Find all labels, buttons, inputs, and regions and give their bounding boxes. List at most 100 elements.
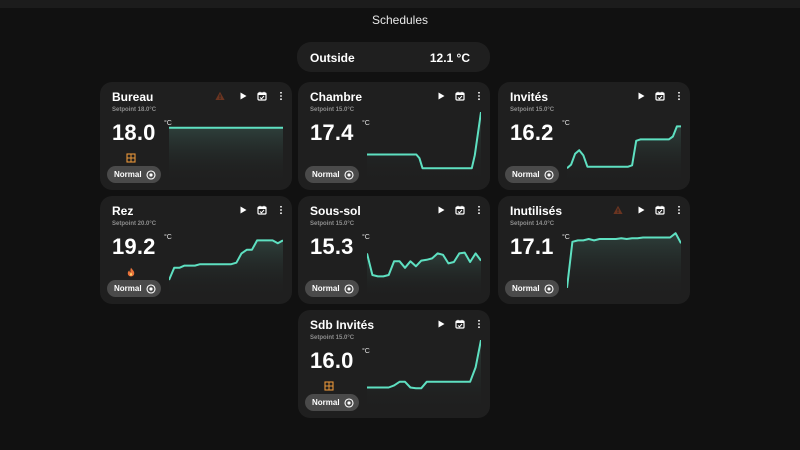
mode-button[interactable]: Normal bbox=[305, 280, 359, 297]
mode-button[interactable]: Normal bbox=[305, 394, 359, 411]
calendar-icon[interactable] bbox=[655, 88, 665, 101]
outside-label: Outside bbox=[310, 51, 355, 65]
setpoint-label: Setpoint 14.0°C bbox=[510, 221, 555, 227]
temperature-trend-chart bbox=[169, 126, 283, 184]
room-card-chambre[interactable]: Chambre Setpoint 15.0°C 17.4 °C Normal bbox=[298, 82, 490, 190]
current-temperature: 17.4 bbox=[310, 120, 354, 145]
more-options-icon[interactable] bbox=[474, 316, 484, 329]
calendar-icon[interactable] bbox=[257, 88, 267, 101]
page-title: Schedules bbox=[371, 13, 429, 27]
target-icon bbox=[344, 170, 354, 180]
flame-icon bbox=[126, 264, 136, 277]
setpoint-label: Setpoint 15.0°C bbox=[310, 335, 355, 341]
room-name: Chambre bbox=[310, 90, 363, 104]
room-card-bureau[interactable]: Bureau Setpoint 18.0°C 18.0 °C Normal bbox=[100, 82, 292, 190]
more-options-icon[interactable] bbox=[276, 202, 286, 215]
mode-label: Normal bbox=[312, 284, 340, 293]
play-icon[interactable] bbox=[238, 88, 248, 100]
mode-label: Normal bbox=[312, 398, 340, 407]
temperature-unit: °C bbox=[164, 120, 172, 127]
current-temperature: 15.3 bbox=[310, 234, 354, 259]
outside-temperature-card: Outside 12.1 °C bbox=[297, 42, 490, 72]
play-icon[interactable] bbox=[636, 88, 646, 100]
current-temperature: 19.2 bbox=[112, 234, 156, 259]
calendar-icon[interactable] bbox=[655, 202, 665, 215]
trend-line bbox=[567, 125, 681, 169]
trend-area bbox=[367, 340, 481, 412]
mode-button[interactable]: Normal bbox=[505, 280, 559, 297]
calendar-icon[interactable] bbox=[257, 202, 267, 215]
trend-line bbox=[367, 112, 481, 170]
calendar-icon[interactable] bbox=[455, 202, 465, 215]
play-icon[interactable] bbox=[436, 316, 446, 328]
trend-area bbox=[169, 240, 283, 298]
temperature-trend-chart bbox=[367, 340, 481, 412]
setpoint-label: Setpoint 20.0°C bbox=[112, 221, 157, 227]
temperature-unit: °C bbox=[562, 120, 570, 127]
target-icon bbox=[146, 284, 156, 294]
trend-area bbox=[567, 233, 681, 298]
room-name: Invités bbox=[510, 90, 549, 104]
trend-line bbox=[367, 251, 481, 278]
more-options-icon[interactable] bbox=[474, 202, 484, 215]
mode-label: Normal bbox=[114, 284, 142, 293]
room-card-inutilis-s[interactable]: Inutilisés Setpoint 14.0°C 17.1 °C Normal bbox=[498, 196, 690, 304]
more-options-icon[interactable] bbox=[276, 88, 286, 101]
room-name: Sdb Invités bbox=[310, 318, 375, 332]
setpoint-label: Setpoint 15.0°C bbox=[310, 107, 355, 113]
trend-line bbox=[367, 340, 481, 390]
temperature-trend-chart bbox=[567, 232, 681, 298]
calendar-icon[interactable] bbox=[455, 88, 465, 101]
card-actions bbox=[436, 201, 484, 215]
temperature-unit: °C bbox=[362, 348, 370, 355]
room-card-sous-sol[interactable]: Sous-sol Setpoint 15.0°C 15.3 °C Normal bbox=[298, 196, 490, 304]
target-icon bbox=[344, 398, 354, 408]
card-actions bbox=[436, 87, 484, 101]
temperature-trend-chart bbox=[567, 125, 681, 184]
current-temperature: 16.0 bbox=[310, 348, 354, 373]
room-card-invit-s[interactable]: Invités Setpoint 15.0°C 16.2 °C Normal bbox=[498, 82, 690, 190]
room-name: Sous-sol bbox=[310, 204, 361, 218]
mode-button[interactable]: Normal bbox=[505, 166, 559, 183]
top-bar bbox=[0, 0, 800, 8]
trend-line bbox=[567, 232, 681, 289]
more-options-icon[interactable] bbox=[474, 88, 484, 101]
more-options-icon[interactable] bbox=[674, 88, 684, 101]
temperature-unit: °C bbox=[362, 234, 370, 241]
temperature-trend-chart bbox=[367, 112, 481, 184]
window-icon bbox=[324, 378, 334, 391]
calendar-icon[interactable] bbox=[455, 316, 465, 329]
more-options-icon[interactable] bbox=[674, 202, 684, 215]
temperature-trend-chart bbox=[367, 251, 481, 298]
target-icon bbox=[344, 284, 354, 294]
room-name: Rez bbox=[112, 204, 134, 218]
card-actions bbox=[636, 87, 684, 101]
trend-area bbox=[169, 127, 283, 184]
window-icon bbox=[126, 150, 136, 163]
mode-button[interactable]: Normal bbox=[305, 166, 359, 183]
play-icon[interactable] bbox=[636, 202, 646, 214]
card-actions bbox=[436, 315, 484, 329]
play-icon[interactable] bbox=[436, 88, 446, 100]
trend-area bbox=[567, 126, 681, 184]
target-icon bbox=[544, 170, 554, 180]
setpoint-label: Setpoint 15.0°C bbox=[310, 221, 355, 227]
card-actions bbox=[238, 201, 286, 215]
warning-icon bbox=[613, 202, 623, 214]
trend-area bbox=[367, 252, 481, 298]
mode-button[interactable]: Normal bbox=[107, 166, 161, 183]
mode-button[interactable]: Normal bbox=[107, 280, 161, 297]
card-actions bbox=[636, 201, 684, 215]
current-temperature: 17.1 bbox=[510, 234, 554, 259]
play-icon[interactable] bbox=[238, 202, 248, 214]
play-icon[interactable] bbox=[436, 202, 446, 214]
room-card-sdb-invit-s[interactable]: Sdb Invités Setpoint 15.0°C 16.0 °C Normal bbox=[298, 310, 490, 418]
room-name: Inutilisés bbox=[510, 204, 563, 218]
outside-value: 12.1 °C bbox=[429, 51, 470, 65]
target-icon bbox=[146, 170, 156, 180]
room-name: Bureau bbox=[112, 90, 154, 104]
mode-label: Normal bbox=[312, 170, 340, 179]
mode-label: Normal bbox=[512, 170, 540, 179]
room-card-rez[interactable]: Rez Setpoint 20.0°C 19.2 °C Normal bbox=[100, 196, 292, 304]
warning-icon bbox=[215, 88, 225, 100]
